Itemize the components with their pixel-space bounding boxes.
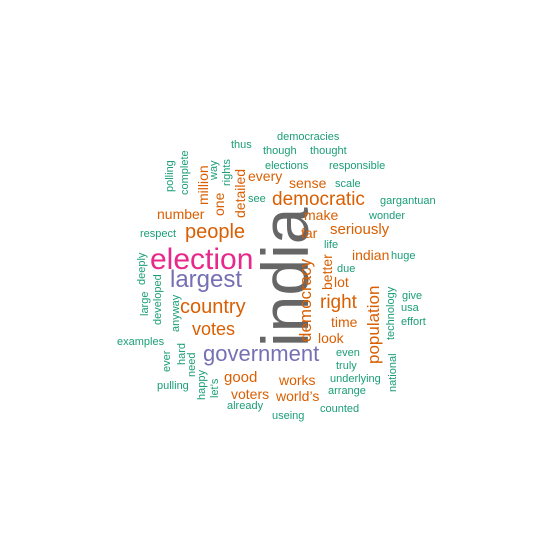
word-one: one [211,192,227,216]
word-though: though [263,145,297,157]
word-population: population [364,285,383,364]
word-anyway: anyway [170,294,182,332]
word-life: life [324,239,339,251]
word-scale: scale [335,178,361,190]
word-deeply: deeply [136,252,148,285]
word-counted: counted [320,403,360,415]
word-look: look [318,330,344,346]
word-gargantuan: gargantuan [380,195,436,207]
word-democracies: democracies [277,131,340,143]
word-complete: complete [179,150,191,195]
word-usa: usa [401,302,419,314]
word-good: good [224,369,258,386]
word-responsible: responsible [329,160,386,172]
word-polling: polling [164,160,176,192]
word-useing: useing [272,410,305,422]
word-number: number [157,206,205,222]
word-seriously: seriously [330,221,390,238]
word-sense: sense [289,175,327,191]
word-see: see [248,193,266,205]
word-indian: indian [352,247,390,263]
word-ever: ever [161,350,173,372]
word-give: give [402,290,423,302]
word-technology: technology [385,286,397,340]
word-wonder: wonder [369,210,406,222]
word-large: large [139,291,151,316]
word-thought: thought [310,145,347,157]
word-election: election [150,243,254,276]
word-underlying: underlying [330,373,381,385]
word-respect: respect [140,228,177,240]
word-arrange: arrange [328,385,366,397]
word-detailed: detailed [232,168,248,218]
word-due: due [337,263,356,275]
word-far: far [301,225,318,241]
word-better: better [319,254,335,290]
word-effort: effort [401,316,426,328]
word-country: country [180,296,246,318]
word-government: government [203,341,320,366]
word-people: people [185,221,246,243]
word-huge: huge [391,250,416,262]
word-developed: developed [152,274,164,325]
word-democracy: democracy [296,258,315,342]
word-happy: happy [196,370,208,400]
word-works: works [279,372,316,388]
word-democratic: democratic [272,189,365,210]
word-worlds: world’s [276,388,320,404]
word-make: make [304,207,339,223]
word-right: right [320,292,357,313]
word-time: time [331,314,358,330]
word-examples: examples [117,336,165,348]
word-lets: let’s [209,378,221,398]
word-rights: rights [221,159,233,186]
word-elections: elections [265,160,309,172]
word-even: even [336,347,360,359]
word-lot: lot [334,274,349,290]
word-every: every [248,168,283,184]
word-largest: largest [170,266,243,293]
word-thus: thus [231,139,252,151]
word-votes: votes [192,319,236,339]
word-pulling: pulling [157,380,189,392]
word-truly: truly [336,360,357,372]
word-way: way [208,160,220,180]
word-voters: voters [231,386,270,402]
word-national: national [387,353,399,392]
word-already: already [227,400,264,412]
